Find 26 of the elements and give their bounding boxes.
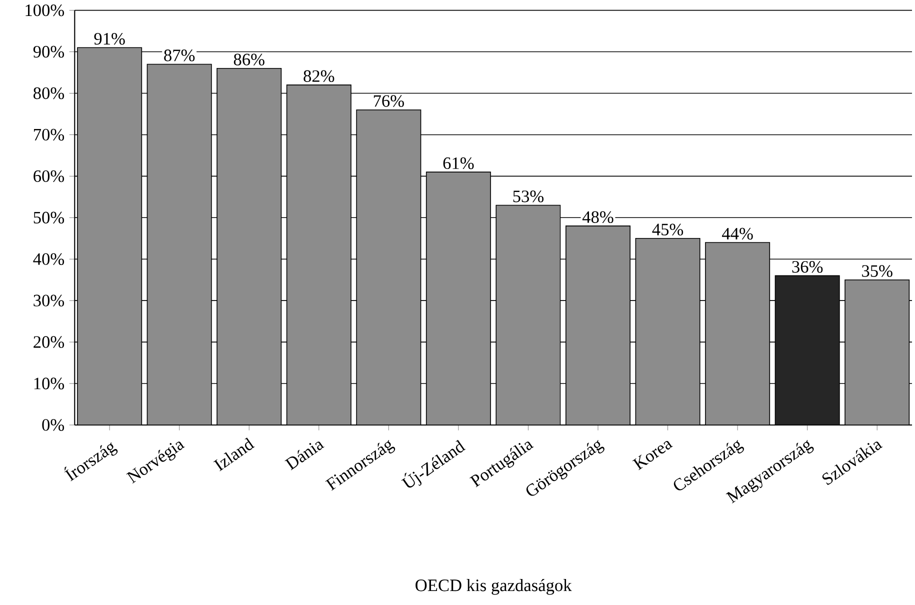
x-axis-title: OECD kis gazdaságok <box>416 578 572 595</box>
data-label: 44% <box>722 228 753 240</box>
y-tick-label: 90% <box>33 46 64 58</box>
y-tick-label: 40% <box>33 253 64 265</box>
data-label: 45% <box>652 224 684 236</box>
y-tick-label: 80% <box>34 87 64 100</box>
y-tick-label: 70% <box>34 128 64 141</box>
y-tick-label: 0% <box>42 419 64 431</box>
data-label: 53% <box>513 190 544 202</box>
data-label: 76% <box>374 95 404 107</box>
data-label: 87% <box>164 50 195 62</box>
x-tick-label: Korea <box>632 441 673 470</box>
data-label: 48% <box>582 211 614 224</box>
x-tick-label: Dánia <box>284 442 324 470</box>
data-label: 86% <box>234 54 264 66</box>
y-tick-label: 60% <box>34 170 64 182</box>
y-tick-label: 20% <box>34 336 64 348</box>
data-label: 61% <box>443 157 474 170</box>
y-tick-label: 10% <box>34 378 64 390</box>
data-label: 35% <box>862 265 892 277</box>
y-tick-label: 100% <box>26 4 64 16</box>
data-label: 36% <box>792 261 823 273</box>
y-tick-label: 50% <box>34 212 64 224</box>
data-label: 91% <box>94 32 125 45</box>
data-label: 82% <box>304 70 334 82</box>
y-tick-label: 30% <box>34 294 64 306</box>
